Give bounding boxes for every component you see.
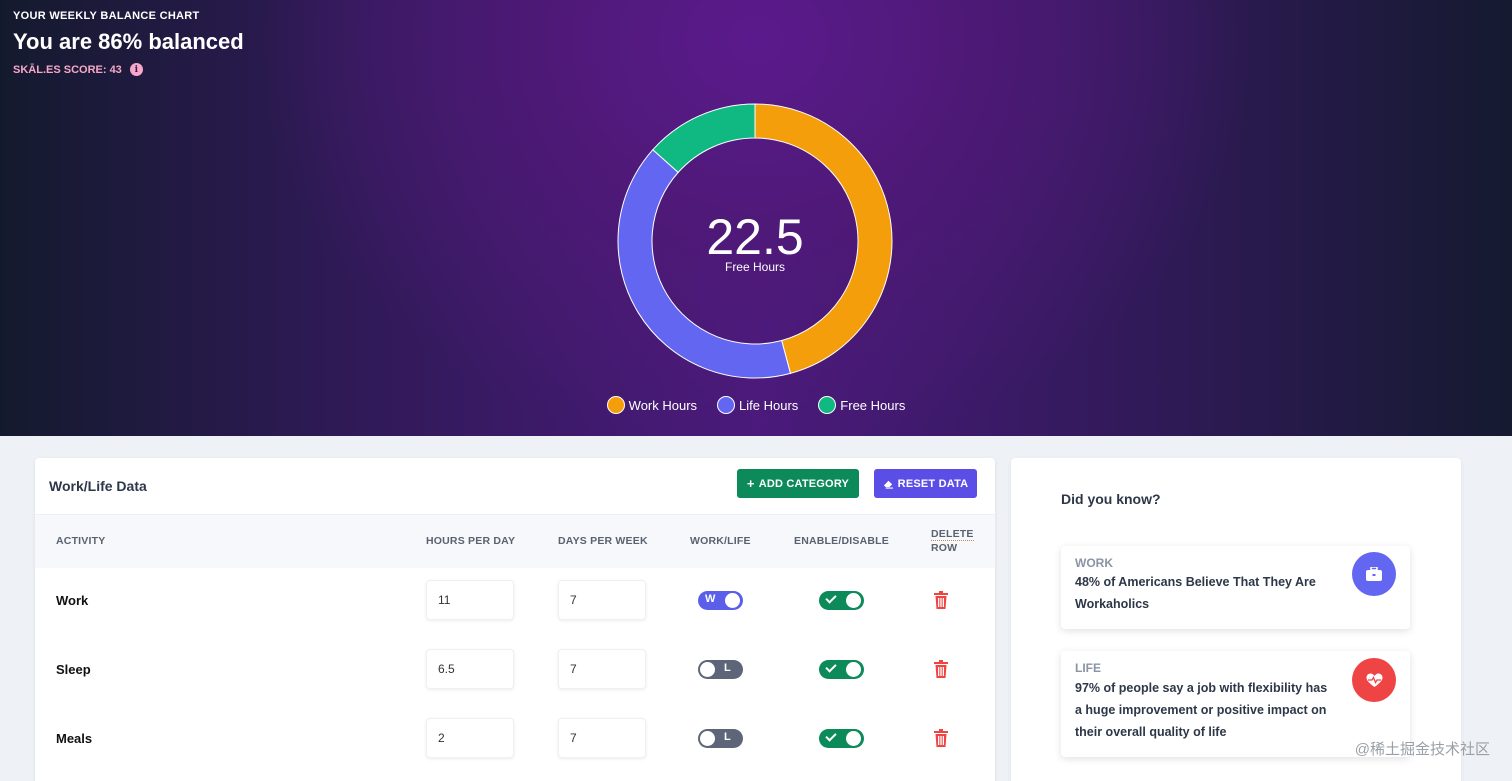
add-category-label: ADD CATEGORY	[758, 477, 850, 490]
col-activity: ACTIVITY	[56, 535, 106, 547]
days-per-week-input[interactable]: 7	[558, 718, 646, 758]
col-hours: HOURS PER DAY	[426, 535, 516, 547]
fact-card-life: LIFE 97% of people say a job with flexib…	[1061, 651, 1410, 757]
did-you-know-card: Did you know? WORK 48% of Americans Beli…	[1011, 458, 1461, 781]
legend-label-free: Free Hours	[840, 397, 906, 413]
fact-category: WORK	[1075, 556, 1113, 570]
score-label: SKĀL.ES SCORE: 43	[13, 63, 122, 76]
col-delete-line2: ROW	[931, 542, 958, 554]
donut-slice-work[interactable]	[754, 103, 893, 374]
legend-item-work[interactable]: Work Hours	[606, 396, 698, 414]
legend-dot-life	[717, 396, 736, 414]
check-icon	[825, 661, 837, 673]
legend-dot-free	[818, 396, 837, 414]
balance-hero: YOUR WEEKLY BALANCE CHART You are 86% ba…	[0, 0, 1512, 436]
hours-per-day-input[interactable]: 11	[426, 580, 514, 620]
reset-data-label: RESET DATA	[897, 477, 969, 490]
hours-per-day-input[interactable]: 6.5	[426, 649, 514, 689]
eraser-icon	[883, 480, 893, 489]
work-life-data-card: Work/Life Data + ADD CATEGORY RESET DATA…	[35, 458, 995, 781]
toggle-knob	[846, 593, 861, 608]
table-header: ACTIVITY HOURS PER DAY DAYS PER WEEK WOR…	[35, 514, 995, 568]
work-life-toggle[interactable]: L	[698, 729, 743, 748]
trash-icon[interactable]	[934, 729, 948, 747]
fact-text: 97% of people say a job with flexibility…	[1075, 681, 1328, 739]
chart-legend: Work Hours Life Hours Free Hours	[0, 396, 1512, 414]
toggle-label: W	[705, 593, 716, 605]
donut-center: 22.5 Free Hours	[605, 210, 905, 274]
toggle-knob	[725, 593, 740, 608]
plus-icon: +	[746, 476, 755, 491]
score-row: SKĀL.ES SCORE: 43 i	[13, 63, 143, 76]
col-enable: ENABLE/DISABLE	[794, 535, 889, 547]
card-title: Work/Life Data	[49, 478, 147, 494]
legend-label-life: Life Hours	[739, 397, 799, 413]
fact-text: 48% of Americans Believe That They Are W…	[1075, 575, 1316, 611]
legend-item-free[interactable]: Free Hours	[818, 396, 905, 414]
enable-toggle[interactable]	[819, 729, 864, 748]
col-worklife: WORK/LIFE	[690, 535, 751, 547]
table-row: Work 11 7 W	[35, 566, 995, 635]
activity-name: Sleep	[56, 662, 91, 677]
balance-donut-chart	[617, 103, 893, 379]
trash-icon[interactable]	[934, 660, 948, 678]
toggle-knob	[846, 662, 861, 677]
know-title: Did you know?	[1061, 491, 1161, 507]
table-row: Sleep 6.5 7 L	[35, 635, 995, 704]
enable-toggle[interactable]	[819, 591, 864, 610]
days-per-week-input[interactable]: 7	[558, 649, 646, 689]
col-delete: DELETE ROW	[931, 527, 974, 555]
check-icon	[825, 730, 837, 742]
donut-center-value: 22.5	[706, 209, 804, 265]
toggle-label: L	[724, 662, 731, 674]
check-icon	[825, 592, 837, 604]
legend-dot-work	[606, 396, 625, 414]
hours-per-day-input[interactable]: 2	[426, 718, 514, 758]
activity-name: Meals	[56, 731, 93, 746]
fact-category: LIFE	[1075, 661, 1101, 675]
col-days: DAYS PER WEEK	[558, 535, 648, 547]
days-per-week-input[interactable]: 7	[558, 580, 646, 620]
toggle-knob	[846, 731, 861, 746]
fact-card-work: WORK 48% of Americans Believe That They …	[1061, 546, 1410, 629]
donut-slice-free[interactable]	[652, 103, 756, 174]
toggle-knob	[700, 662, 715, 677]
enable-toggle[interactable]	[819, 660, 864, 679]
toggle-knob	[700, 731, 715, 746]
reset-data-button[interactable]: RESET DATA	[874, 469, 977, 498]
info-icon[interactable]: i	[129, 63, 143, 76]
toggle-label: L	[724, 731, 731, 743]
add-category-button[interactable]: + ADD CATEGORY	[737, 469, 859, 498]
work-life-toggle[interactable]: W	[698, 591, 743, 610]
legend-item-life[interactable]: Life Hours	[717, 396, 798, 414]
table-row: Meals 2 7 L	[35, 704, 995, 773]
heart-pulse-icon	[1352, 658, 1396, 702]
watermark: @稀土掘金技术社区	[1354, 741, 1490, 758]
activity-name: Work	[56, 593, 89, 608]
col-delete-line1: DELETE	[931, 528, 974, 541]
donut-center-label: Free Hours	[724, 260, 786, 274]
work-life-toggle[interactable]: L	[698, 660, 743, 679]
trash-icon[interactable]	[934, 591, 948, 609]
hero-eyebrow: YOUR WEEKLY BALANCE CHART	[13, 10, 200, 22]
briefcase-icon	[1352, 552, 1396, 596]
legend-label-work: Work Hours	[628, 397, 698, 413]
balance-title: You are 86% balanced	[13, 29, 244, 54]
